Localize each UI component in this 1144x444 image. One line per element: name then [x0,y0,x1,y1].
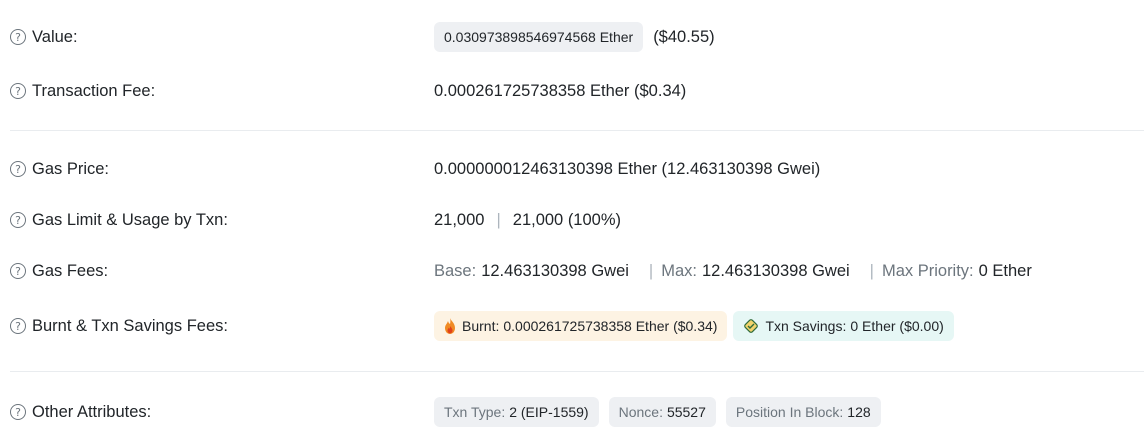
other-attributes-row: ? Other Attributes: Txn Type: 2 (EIP-155… [0,396,1144,428]
gas-price-value: 0.000000012463130398 Ether (12.463130398… [434,159,821,178]
txn-type-pill: Txn Type: 2 (EIP-1559) [434,397,599,427]
gas-limit-label: ? Gas Limit & Usage by Txn: [10,211,228,230]
gas-price-label: ? Gas Price: [10,160,109,179]
separator: | [869,261,874,280]
savings-icon [744,319,759,333]
gas-limit-amount: 21,000 [434,210,485,229]
value-row: ? Value: 0.030973898546974568 Ether ($40… [0,22,1144,52]
max-priority-label: Max Priority: [881,261,974,280]
value-amount: 0.030973898546974568 Ether ($40.55) [434,22,715,52]
other-attributes-value: Txn Type: 2 (EIP-1559) Nonce: 55527 Posi… [434,397,891,427]
burnt-value: 0.000261725738358 Ether ($0.34) [503,318,718,334]
gas-fees-label: ? Gas Fees: [10,262,108,281]
question-circle-icon[interactable]: ? [10,318,26,334]
transaction-fee-value: 0.000261725738358 Ether ($0.34) [434,81,687,100]
max-priority-value: 0 Ether [978,261,1032,280]
burnt-badge: Burnt: 0.000261725738358 Ether ($0.34) [434,311,728,341]
max-label: Max: [661,261,697,280]
other-attributes-label: ? Other Attributes: [10,403,151,422]
gas-fees-row: ? Gas Fees: Base: 12.463130398 Gwei | Ma… [0,256,1144,286]
question-circle-icon[interactable]: ? [10,161,26,177]
question-circle-icon[interactable]: ? [10,404,26,420]
flame-icon [445,318,455,334]
gas-usage-amount: 21,000 (100%) [512,210,622,229]
value-ether-pill[interactable]: 0.030973898546974568 Ether [434,22,644,52]
section-divider [10,130,1144,131]
burnt-savings-row: ? Burnt & Txn Savings Fees: Burnt: 0.000… [0,310,1144,342]
question-circle-icon[interactable]: ? [10,29,26,45]
txn-savings-badge: Txn Savings: 0 Ether ($0.00) [733,311,954,341]
section-divider [10,371,1144,372]
txn-savings-label: Txn Savings: [765,318,847,334]
base-value: 12.463130398 Gwei [481,261,629,280]
value-label: ? Value: [10,28,78,47]
txn-savings-value: 0 Ether ($0.00) [850,318,944,334]
value-usd: ($40.55) [653,27,715,46]
burnt-label: Burnt: [462,318,500,334]
gas-fees-value: Base: 12.463130398 Gwei | Max: 12.463130… [434,262,1032,281]
transaction-fee-label: ? Transaction Fee: [10,82,155,101]
separator: | [496,210,501,229]
gas-price-row: ? Gas Price: 0.000000012463130398 Ether … [0,154,1144,184]
position-in-block-pill: Position In Block: 128 [725,397,881,427]
gas-limit-value: 21,000 | 21,000 (100%) [434,211,621,230]
burnt-savings-value: Burnt: 0.000261725738358 Ether ($0.34) T… [434,311,954,341]
question-circle-icon[interactable]: ? [10,212,26,228]
burnt-savings-label: ? Burnt & Txn Savings Fees: [10,317,228,336]
question-circle-icon[interactable]: ? [10,83,26,99]
separator: | [648,261,654,280]
max-value: 12.463130398 Gwei [701,261,850,280]
transaction-fee-row: ? Transaction Fee: 0.000261725738358 Eth… [0,76,1144,106]
question-circle-icon[interactable]: ? [10,263,26,279]
base-label: Base: [434,261,477,280]
gas-limit-row: ? Gas Limit & Usage by Txn: 21,000 | 21,… [0,205,1144,235]
nonce-pill: Nonce: 55527 [608,397,716,427]
